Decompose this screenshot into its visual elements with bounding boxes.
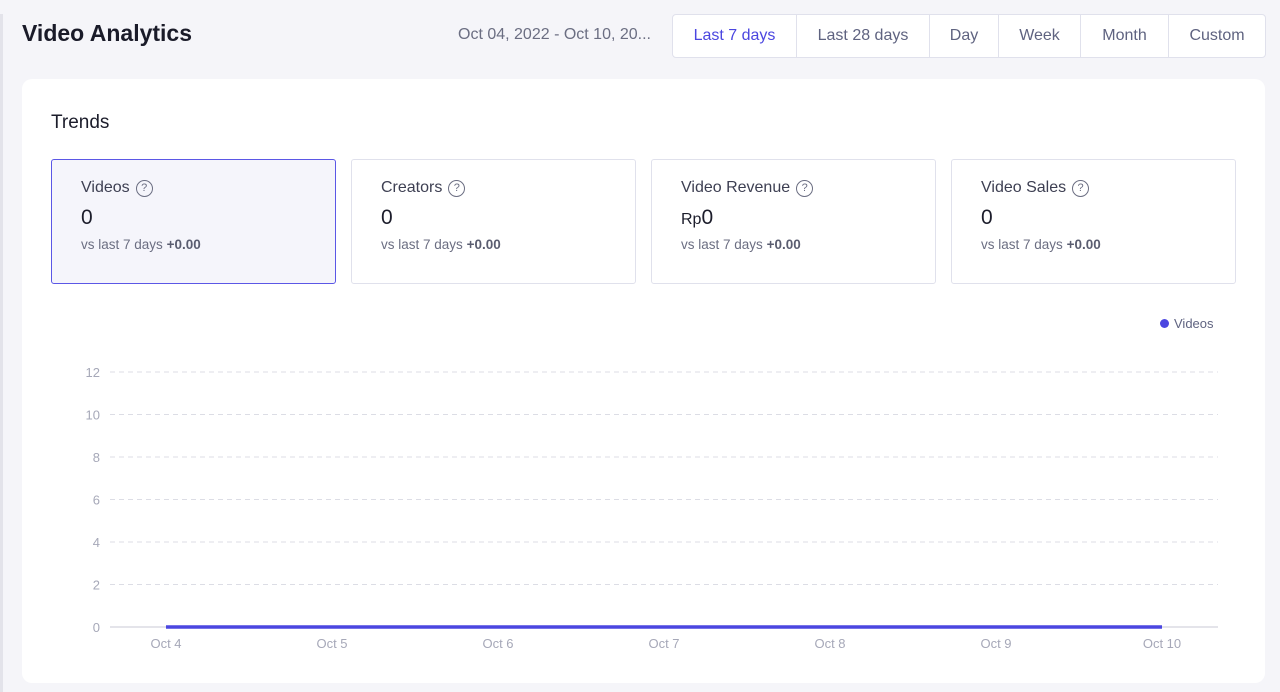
period-last-7-days[interactable]: Last 7 days [673, 15, 797, 57]
x-tick-label: Oct 7 [648, 636, 679, 651]
metric-label: Creators [381, 179, 443, 196]
y-tick-label: 10 [86, 408, 100, 423]
x-tick-label: Oct 8 [814, 636, 845, 651]
period-day[interactable]: Day [930, 15, 999, 57]
x-tick-label: Oct 6 [482, 636, 513, 651]
currency: Rp [681, 211, 702, 228]
period-selector: Last 7 days Last 28 days Day Week Month … [672, 14, 1266, 58]
metric-card-video-sales[interactable]: Video Sales? 0 vs last 7 days +0.00 [951, 159, 1236, 284]
y-tick-label: 2 [93, 578, 100, 593]
help-icon[interactable]: ? [448, 179, 466, 197]
y-tick-label: 4 [93, 535, 100, 550]
delta: +0.00 [466, 237, 501, 252]
delta: +0.00 [166, 237, 201, 252]
compare-label: vs last 7 days [681, 237, 763, 252]
compare-label: vs last 7 days [381, 237, 463, 252]
metric-value: 0 [81, 206, 93, 229]
legend-label: Videos [1174, 316, 1214, 331]
date-range[interactable]: Oct 04, 2022 - Oct 10, 20... [458, 26, 651, 43]
x-tick-label: Oct 10 [1143, 636, 1181, 651]
page-title: Video Analytics [22, 20, 193, 46]
metric-label: Video Sales [981, 179, 1067, 196]
compare-label: vs last 7 days [81, 237, 163, 252]
help-icon[interactable]: ? [1072, 179, 1090, 197]
metric-card-creators[interactable]: Creators? 0 vs last 7 days +0.00 [351, 159, 636, 284]
metric-value: 0 [981, 206, 993, 229]
x-tick-label: Oct 4 [150, 636, 181, 651]
delta: +0.00 [1066, 237, 1101, 252]
delta: +0.00 [766, 237, 801, 252]
trends-title: Trends [51, 112, 110, 133]
compare-label: vs last 7 days [981, 237, 1063, 252]
metric-value: 0 [381, 206, 393, 229]
metric-label: Videos [81, 179, 130, 196]
x-tick-label: Oct 9 [980, 636, 1011, 651]
period-week[interactable]: Week [999, 15, 1081, 57]
chart-legend[interactable]: Videos [1160, 316, 1214, 331]
y-tick-label: 0 [93, 620, 100, 635]
x-tick-label: Oct 5 [316, 636, 347, 651]
y-tick-label: 12 [86, 365, 100, 380]
metric-label: Video Revenue [681, 179, 791, 196]
metric-card-video-revenue[interactable]: Video Revenue? Rp0 vs last 7 days +0.00 [651, 159, 936, 284]
left-edge [0, 14, 3, 692]
legend-dot [1160, 319, 1169, 328]
y-tick-label: 8 [93, 450, 100, 465]
y-tick-label: 6 [93, 493, 100, 508]
metric-value: 0 [701, 206, 714, 229]
period-last-28-days[interactable]: Last 28 days [797, 15, 930, 57]
period-custom[interactable]: Custom [1189, 27, 1245, 44]
help-icon[interactable]: ? [135, 179, 153, 197]
period-month[interactable]: Month [1081, 15, 1169, 57]
help-icon[interactable]: ? [796, 179, 814, 197]
metric-card-videos[interactable]: Videos? 0 vs last 7 days +0.00 [51, 159, 336, 284]
